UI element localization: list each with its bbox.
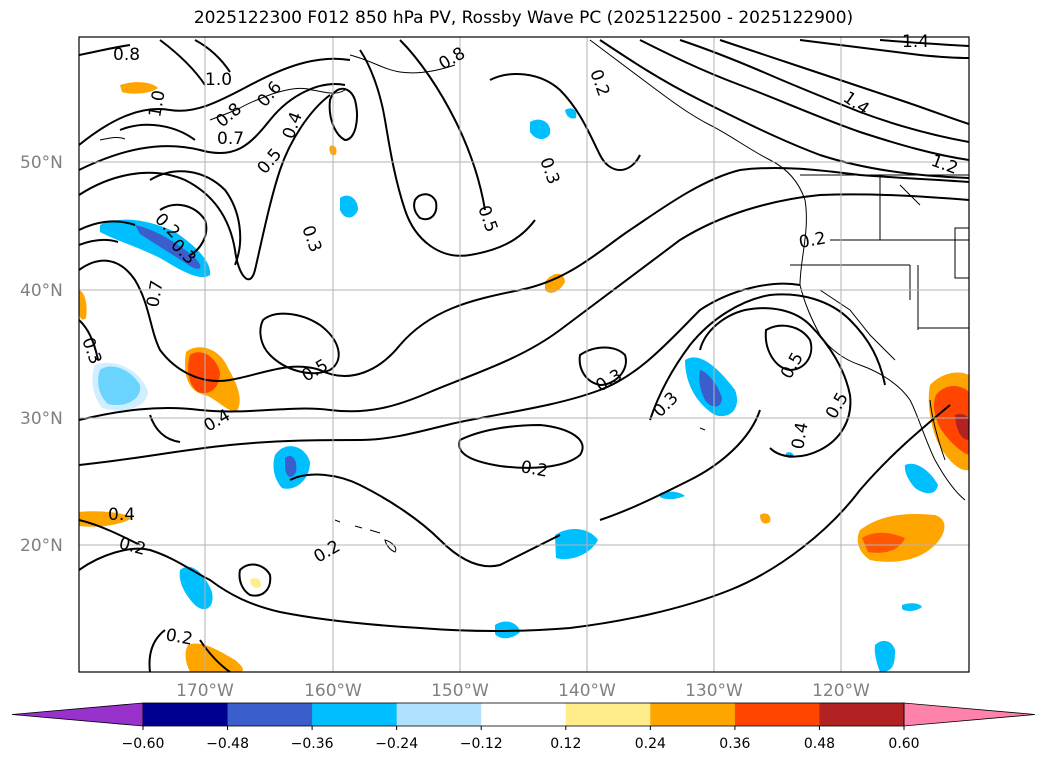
colorbar-tick-label: −0.36 <box>291 736 334 752</box>
colorbar-tick-label: 0.12 <box>550 736 581 752</box>
lon-label: 150°W <box>431 681 489 701</box>
contour-label: 0.4 <box>788 421 812 451</box>
colorbar-tick-label: 0.24 <box>635 736 666 752</box>
lon-label: 120°W <box>812 681 870 701</box>
colorbar-segment <box>734 703 820 726</box>
colorbar-tick-label: 0.60 <box>888 736 919 752</box>
colorbar-segment <box>565 703 651 726</box>
lon-label: 140°W <box>558 681 616 701</box>
contour-label: 1.0 <box>145 89 169 119</box>
contour-label: 0.7 <box>143 279 167 309</box>
map-background <box>79 37 969 672</box>
longitude-labels: 170°W 160°W 150°W 140°W 130°W 120°W <box>176 681 870 701</box>
coastlines <box>99 39 969 553</box>
lon-label: 130°W <box>685 681 743 701</box>
colorbar-extend-high <box>903 702 1036 727</box>
colorbar-segment <box>819 703 905 726</box>
map-title: 2025122300 F012 850 hPa PV, Rossby Wave … <box>193 8 854 28</box>
map-frame <box>78 36 970 673</box>
colorbar-extend-low <box>11 702 144 727</box>
lat-label: 30°N <box>20 409 63 429</box>
negative-anomaly-shading <box>92 108 938 672</box>
colorbar-border <box>142 702 905 727</box>
gridlines <box>79 37 969 672</box>
contour-label: 0.4 <box>108 505 135 525</box>
colorbar-segment <box>650 703 736 726</box>
latitude-labels: 50°N 40°N 30°N 20°N <box>20 153 63 556</box>
colorbar-segment <box>481 703 567 726</box>
colorbar-segment <box>227 703 313 726</box>
contour-label: 0.2 <box>164 625 194 649</box>
contour-label: 1.4 <box>902 32 929 52</box>
colorbar-tick-label: −0.48 <box>206 736 249 752</box>
contour-label: 0.7 <box>217 129 244 149</box>
lat-label: 40°N <box>20 281 63 301</box>
colorbar-tick-label: 0.48 <box>804 736 835 752</box>
colorbar-segment <box>143 703 229 726</box>
colorbar-segment <box>312 703 398 726</box>
lon-label: 170°W <box>176 681 234 701</box>
lon-label: 160°W <box>304 681 362 701</box>
contour-label: 0.2 <box>797 229 827 253</box>
lat-label: 50°N <box>20 153 63 173</box>
colorbar: −0.60 −0.48 −0.36 −0.24 −0.12 0.12 0.24 0.36 0.4… <box>11 702 1036 752</box>
colorbar-tick-label: 0.36 <box>719 736 750 752</box>
colorbar-tick-label: −0.60 <box>122 736 165 752</box>
contour-label: 0.2 <box>519 457 549 481</box>
colorbar-tick-label: −0.12 <box>460 736 503 752</box>
contour-labels: 0.8 1.0 1.0 0.8 0.6 0.7 0.4 0.5 0.3 0.8 … <box>77 32 960 650</box>
contour-label: 1.0 <box>205 70 232 90</box>
contour-label: 0.8 <box>113 45 140 65</box>
lat-label: 20°N <box>20 536 63 556</box>
positive-anomaly-shading <box>79 82 969 672</box>
colorbar-tick-label: −0.24 <box>375 736 418 752</box>
colorbar-segment <box>396 703 482 726</box>
